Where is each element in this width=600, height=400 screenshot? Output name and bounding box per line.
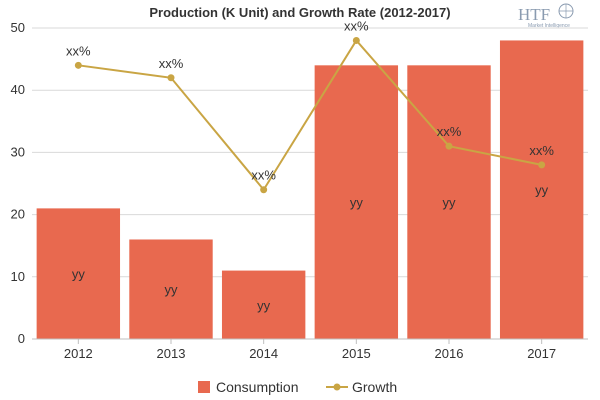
y-tick-label: 50	[11, 20, 25, 35]
bar-value-label: yy	[72, 267, 86, 282]
chart-title: Production (K Unit) and Growth Rate (201…	[149, 5, 450, 20]
bar-value-label: yy	[535, 183, 549, 198]
globe-lines	[559, 4, 573, 18]
growth-point	[352, 36, 360, 44]
x-axis: 2012 2013 2014 2015 2016 2017	[32, 338, 588, 361]
bar	[499, 40, 584, 339]
x-tick-label: 2014	[249, 346, 278, 361]
x-tick-label: 2016	[435, 346, 464, 361]
legend-consumption-swatch	[198, 381, 210, 393]
bar-labels: yy yy yy yy yy yy	[72, 183, 549, 313]
legend-growth-label: Growth	[352, 379, 397, 395]
y-tick-label: 10	[11, 269, 25, 284]
y-tick-label: 20	[11, 207, 25, 222]
growth-point	[538, 161, 546, 169]
growth-value-label: xx%	[437, 124, 462, 139]
growth-series-line	[78, 38, 542, 192]
bar	[221, 270, 306, 339]
legend-growth-marker	[333, 383, 341, 391]
legend-consumption-label: Consumption	[216, 379, 299, 395]
bar	[407, 65, 491, 339]
legend: Consumption Growth	[198, 379, 397, 395]
x-tick-label: 2017	[527, 346, 556, 361]
bar-value-label: yy	[165, 282, 179, 297]
growth-point	[74, 61, 82, 69]
growth-value-label: xx%	[344, 18, 369, 33]
logo-subtext: Market Intelligence	[528, 23, 570, 29]
bar	[36, 208, 121, 339]
logo-text: HTF	[518, 5, 550, 24]
growth-value-label: xx%	[251, 168, 276, 183]
bar-value-label: yy	[257, 298, 271, 313]
logo: HTF Market Intelligence	[518, 3, 574, 29]
y-tick-label: 30	[11, 144, 25, 159]
bar	[314, 65, 399, 339]
bar-value-label: yy	[443, 195, 457, 210]
growth-value-label: xx%	[66, 43, 91, 58]
bar-value-label: yy	[350, 195, 364, 210]
y-tick-label: 40	[11, 82, 25, 97]
x-tick-label: 2013	[157, 346, 186, 361]
x-tick-label: 2012	[64, 346, 93, 361]
growth-value-label: xx%	[529, 143, 554, 158]
growth-point	[167, 74, 175, 82]
growth-value-label: xx%	[159, 56, 184, 71]
bars	[36, 40, 584, 339]
y-tick-label: 0	[18, 331, 25, 346]
y-axis: 0 10 20 30 40 50	[11, 20, 25, 346]
growth-line: xx% xx% xx% xx% xx% xx%	[66, 18, 554, 194]
growth-point	[260, 186, 268, 194]
growth-point	[445, 142, 453, 150]
bar	[129, 239, 213, 339]
x-tick-label: 2015	[342, 346, 371, 361]
